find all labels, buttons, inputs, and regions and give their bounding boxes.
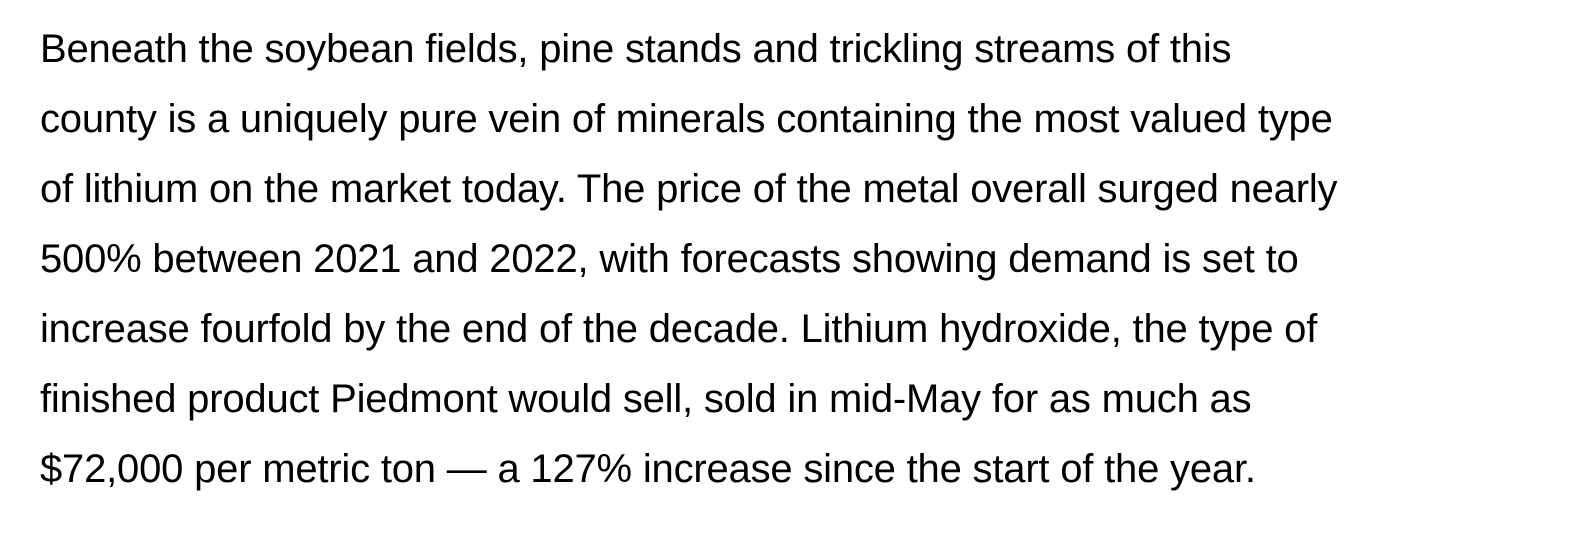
paragraph-line: Beneath the soybean fields, pine stands … — [40, 27, 1232, 71]
paragraph-line: increase fourfold by the end of the deca… — [40, 307, 1318, 351]
paragraph-line: of lithium on the market today. The pric… — [40, 167, 1338, 211]
paragraph-line: $72,000 per metric ton — a 127% increase… — [40, 447, 1256, 491]
paragraph-line: 500% between 2021 and 2022, with forecas… — [40, 237, 1299, 281]
paragraph-line: county is a uniquely pure vein of minera… — [40, 97, 1333, 141]
paragraph-line: finished product Piedmont would sell, so… — [40, 377, 1252, 421]
article-paragraph: Beneath the soybean fields, pine stands … — [40, 14, 1540, 504]
